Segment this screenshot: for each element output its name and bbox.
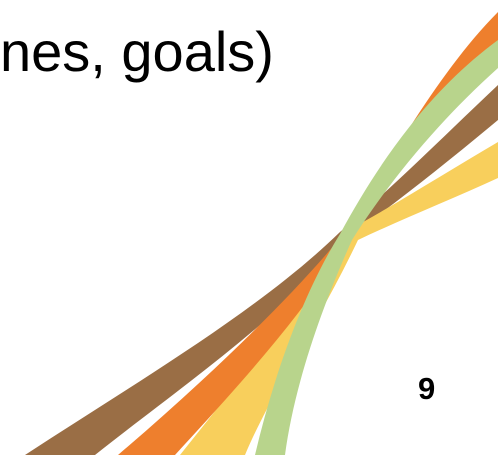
orange-swoosh — [118, 12, 498, 455]
slide-number: 9 — [418, 371, 436, 406]
slide-title-fragment: nes, goals) — [0, 20, 274, 83]
green-swoosh — [255, 40, 498, 455]
yellow-swoosh — [180, 142, 498, 455]
